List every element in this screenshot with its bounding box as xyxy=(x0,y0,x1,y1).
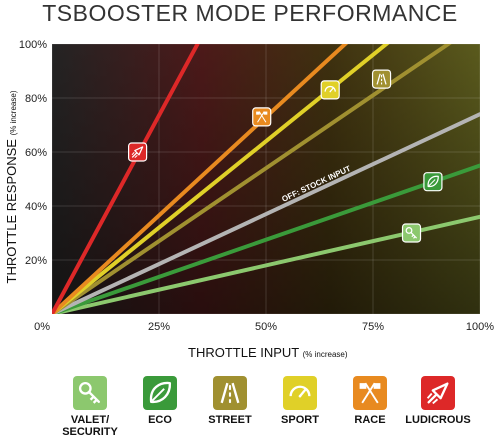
y-tick-label: 20% xyxy=(25,255,47,267)
series-marker-checkered-flags-icon xyxy=(252,107,272,127)
y-axis-unit: (% increase) xyxy=(9,90,18,135)
x-axis-label: THROTTLE INPUT (% increase) xyxy=(188,345,348,360)
key-icon xyxy=(78,381,101,404)
checkered-flags-icon xyxy=(359,382,381,404)
x-tick-label: 0% xyxy=(34,321,50,333)
legend-item-sport: SPORT xyxy=(281,376,319,426)
speedometer-icon xyxy=(289,385,311,398)
legend-label: SPORT xyxy=(281,414,319,426)
series-marker-road-icon xyxy=(371,69,392,89)
x-tick-label: 50% xyxy=(255,321,277,333)
series-line-sport xyxy=(52,44,390,314)
legend-label: LUDICROUS xyxy=(405,414,470,426)
leaf-icon xyxy=(149,381,172,404)
series-marker-speedometer-icon xyxy=(320,80,340,100)
legend-swatch xyxy=(283,376,317,410)
legend-swatch xyxy=(421,376,455,410)
tick-labels: 0% 25% 50% 75% 100% 20% 40% 60% 80% 100% xyxy=(19,39,494,333)
gridlines xyxy=(51,43,481,315)
series-marker-rocket-icon xyxy=(128,142,148,162)
series-marker-key-icon xyxy=(401,223,422,243)
series-markers xyxy=(128,69,443,243)
legend-item-street: STREET xyxy=(208,376,252,426)
series-line-off-stock-input xyxy=(52,112,480,314)
rocket-icon xyxy=(426,382,449,405)
legend: VALET/SECURITY ECO STREET SPORT RACE LUDICROU… xyxy=(62,376,471,438)
legend-label: ECO xyxy=(148,414,172,426)
y-tick-label: 100% xyxy=(19,39,47,51)
x-tick-label: 100% xyxy=(466,321,494,333)
legend-item-race: RACE xyxy=(353,376,387,426)
legend-label: VALET/ xyxy=(71,414,109,426)
series-marker-leaf-icon xyxy=(423,172,443,192)
legend-item-valet-security: VALET/SECURITY xyxy=(62,376,118,438)
legend-label: RACE xyxy=(354,414,385,426)
legend-label: SECURITY xyxy=(62,426,118,438)
series-line-eco xyxy=(52,163,480,314)
legend-item-eco: ECO xyxy=(143,376,177,426)
legend-label: STREET xyxy=(208,414,252,426)
svg-text:THROTTLE INPUT (% increase): THROTTLE INPUT (% increase) xyxy=(188,345,348,360)
y-axis-title: THROTTLE RESPONSE xyxy=(4,135,19,283)
road-icon xyxy=(220,382,240,404)
y-tick-label: 60% xyxy=(25,147,47,159)
y-axis-label: THROTTLE RESPONSE (% increase) xyxy=(4,90,19,283)
x-axis-title: THROTTLE INPUT xyxy=(188,345,303,360)
svg-text:THROTTLE RESPONSE (% increase): THROTTLE RESPONSE (% increase) xyxy=(4,90,19,283)
y-tick-label: 40% xyxy=(25,201,47,213)
x-axis-unit: (% increase) xyxy=(303,350,348,359)
x-tick-label: 25% xyxy=(148,321,170,333)
chart-title: TSBOOSTER MODE PERFORMANCE xyxy=(42,0,458,26)
series-line-street xyxy=(52,44,452,314)
legend-item-ludicrous: LUDICROUS xyxy=(405,376,471,426)
series-lines xyxy=(52,44,480,314)
legend-swatch xyxy=(353,376,387,410)
x-tick-label: 75% xyxy=(362,321,384,333)
series-line-ludicrous xyxy=(52,44,200,314)
y-tick-label: 80% xyxy=(25,93,47,105)
